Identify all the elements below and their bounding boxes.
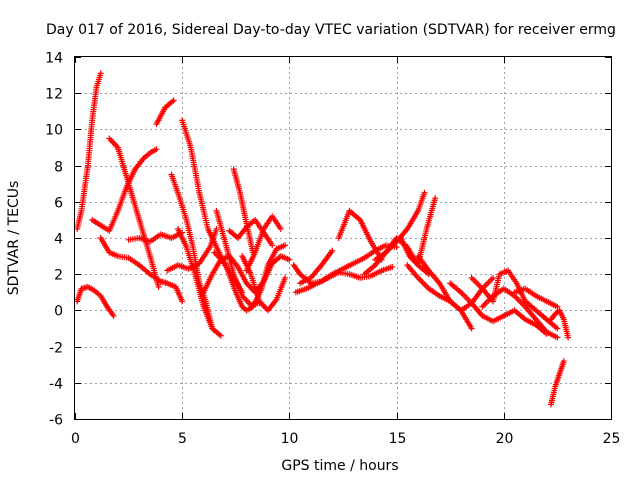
series-arc-30 [479,285,561,341]
chart-title: Day 017 of 2016, Sidereal Day-to-day VTE… [46,22,616,38]
data-point [249,249,256,256]
series-arc-28 [447,280,550,337]
data-point [554,303,561,310]
y-tick-labels: -6 -4 -2 0 2 4 6 8 10 12 14 [45,51,63,429]
data-point [155,283,162,290]
data-point [97,70,104,77]
data-point [329,247,336,254]
series-arc-6 [125,229,186,245]
data-marks [74,70,572,408]
x-tick-labels: 0 5 10 15 20 25 [71,431,620,447]
data-point [554,325,561,332]
data-point [170,97,177,104]
data-point [421,189,428,196]
x-tick-label: 5 [178,431,187,447]
series-arc-20 [292,263,396,296]
data-point [282,274,289,281]
data-point [110,312,117,319]
series-arc-22 [335,207,385,263]
series-arc-32 [547,358,567,408]
data-point [217,332,224,339]
series-arc-8 [164,225,220,274]
data-point [393,244,400,251]
data-point [282,242,289,249]
y-tick-label: 0 [54,304,63,320]
series-arc-14 [213,207,263,308]
series-arc-16 [239,253,289,314]
data-point [286,256,293,263]
series-arc-31 [511,285,561,310]
x-axis-title: GPS time / hours [281,458,398,474]
data-point [468,325,475,332]
series-arc-17 [243,213,284,274]
y-tick-label: 12 [45,87,63,103]
series-arc-13 [211,242,289,314]
series-arc-1 [74,283,117,319]
y-tick-label: 10 [45,123,63,139]
series-arc-21 [297,247,336,287]
data-point [153,146,160,153]
data-point [432,195,439,202]
y-axis-title: SDTVAR / TECUs [6,181,22,296]
series-arc-7 [153,97,177,127]
y-tick-label: 8 [54,160,63,176]
series-arc-5 [97,235,186,305]
data-point [269,242,276,249]
data-point [389,263,396,270]
y-tick-label: -6 [49,413,63,429]
x-tick-label: 10 [281,431,299,447]
grid-lines [75,57,611,419]
x-tick-label: 20 [496,431,514,447]
y-tick-label: -2 [49,341,63,357]
series-arc-10 [174,225,224,339]
y-tick-label: 14 [45,51,63,67]
x-tick-label: 25 [603,431,621,447]
plot-frame [74,56,612,420]
series-arc-18 [230,166,256,256]
data-point [213,225,220,232]
y-tick-label: 6 [54,196,63,212]
y-tick-label: 4 [54,232,63,248]
series-arc-4 [106,135,162,290]
data-point [560,358,567,365]
x-tick-label: 0 [71,431,80,447]
y-tick-label: -4 [49,377,63,393]
data-point [179,298,186,305]
data-point [490,274,497,281]
data-point [277,225,284,232]
series-arc-24 [372,189,428,263]
series-arc-33 [547,307,572,341]
x-tick-label: 15 [389,431,407,447]
y-tick-label: 2 [54,268,63,284]
series-arc-2 [74,70,104,232]
data-point [565,334,572,341]
data-point [554,334,561,341]
